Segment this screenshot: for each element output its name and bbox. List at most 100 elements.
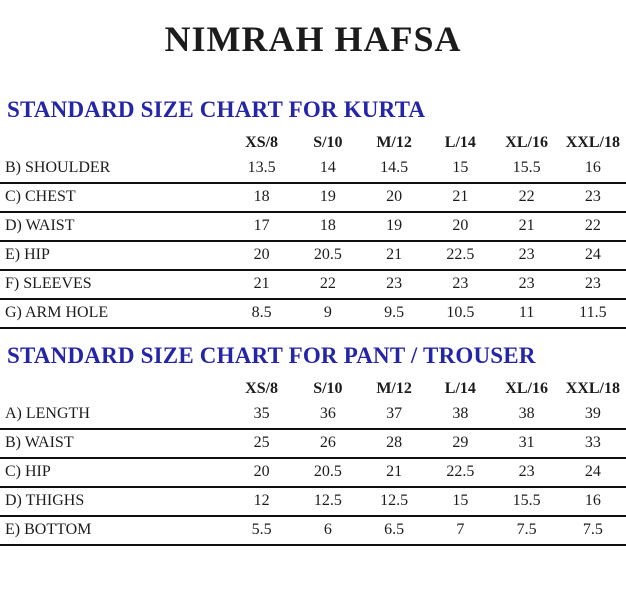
measurement-label: D) WAIST: [5, 217, 75, 234]
measurement-value: 37: [386, 405, 403, 422]
size-column-header: S/10: [313, 380, 343, 397]
measurement-value: 19: [386, 217, 403, 234]
measurement-value: 20.5: [313, 246, 342, 263]
measurement-value: 6.5: [384, 521, 405, 538]
measurement-row: D) WAIST 17 18 19 20 21 22: [0, 212, 626, 241]
kurta-size-table: XS/8 S/10 M/12 L/14 XL/16 XXL/18 B) SHOULDER 13…: [0, 132, 626, 329]
measurement-value: 23: [518, 275, 535, 292]
measurement-value: 12: [253, 492, 270, 509]
measurement-value: 8.5: [251, 304, 272, 321]
kurta-chart-heading: STANDARD SIZE CHART FOR KURTA: [7, 97, 426, 122]
size-column-header: XXL/18: [565, 134, 620, 151]
measurement-value: 17: [253, 217, 270, 234]
measurement-label: E) HIP: [5, 246, 50, 263]
measurement-value: 12.5: [313, 492, 342, 509]
measurement-value: 23: [518, 463, 535, 480]
measurement-value: 16: [584, 159, 601, 176]
measurement-value: 21: [452, 188, 469, 205]
measurement-value: 22.5: [446, 246, 475, 263]
measurement-value: 35: [253, 405, 270, 422]
measurement-value: 39: [584, 405, 601, 422]
measurement-value: 23: [584, 188, 601, 205]
measurement-value: 9: [323, 304, 332, 321]
measurement-value: 24: [584, 246, 601, 263]
size-column-header: M/12: [376, 380, 412, 397]
measurement-value: 19: [319, 188, 336, 205]
measurement-value: 9.5: [384, 304, 405, 321]
measurement-value: 14.5: [380, 159, 409, 176]
measurement-value: 6: [323, 521, 332, 538]
size-header-row: XS/8 S/10 M/12 L/14 XL/16 XXL/18: [0, 132, 626, 155]
measurement-value: 18: [253, 188, 270, 205]
measurement-value: 22: [584, 217, 601, 234]
size-chart-document: NIMRAH HAFSA STANDARD SIZE CHART FOR KUR…: [0, 18, 626, 608]
measurement-label: B) WAIST: [5, 434, 74, 451]
measurement-value: 38: [452, 405, 469, 422]
measurement-value: 24: [584, 463, 601, 480]
measurement-label: E) BOTTOM: [5, 521, 92, 538]
size-column-header: XXL/18: [565, 380, 620, 397]
measurement-row: A) LENGTH 35 36 37 38 38 39: [0, 401, 626, 429]
measurement-value: 7: [456, 521, 465, 538]
size-column-header: L/14: [444, 380, 476, 397]
measurement-value: 18: [319, 217, 336, 234]
measurement-value: 7.5: [582, 521, 603, 538]
size-column-header: XL/16: [505, 380, 548, 397]
size-header-row: XS/8 S/10 M/12 L/14 XL/16 XXL/18: [0, 378, 626, 401]
measurement-row: C) CHEST 18 19 20 21 22 23: [0, 183, 626, 212]
pant-size-table: XS/8 S/10 M/12 L/14 XL/16 XXL/18 A) LENGTH 35 36…: [0, 378, 626, 546]
measurement-value: 21: [386, 463, 403, 480]
measurement-label: B) SHOULDER: [5, 159, 111, 176]
measurement-value: 7.5: [516, 521, 537, 538]
measurement-value: 25: [253, 434, 270, 451]
measurement-value: 15: [452, 159, 469, 176]
measurement-value: 23: [386, 275, 403, 292]
corner-cell: [0, 378, 228, 401]
measurement-value: 10.5: [446, 304, 475, 321]
measurement-value: 23: [518, 246, 535, 263]
measurement-label: C) HIP: [5, 463, 51, 480]
corner-cell: [0, 132, 228, 155]
measurement-value: 20: [253, 463, 270, 480]
measurement-label: A) LENGTH: [5, 405, 90, 422]
measurement-value: 38: [518, 405, 535, 422]
measurement-label: F) SLEEVES: [5, 275, 92, 292]
measurement-value: 23: [452, 275, 469, 292]
measurement-value: 15.5: [512, 159, 541, 176]
measurement-label: D) THIGHS: [5, 492, 85, 509]
measurement-value: 20.5: [313, 463, 342, 480]
measurement-value: 26: [319, 434, 336, 451]
measurement-value: 5.5: [251, 521, 272, 538]
measurement-value: 28: [386, 434, 403, 451]
measurement-value: 22.5: [446, 463, 475, 480]
measurement-value: 16: [584, 492, 601, 509]
measurement-label: G) ARM HOLE: [5, 304, 109, 321]
measurement-row: C) HIP 20 20.5 21 22.5 23 24: [0, 458, 626, 487]
measurement-row: B) SHOULDER 13.5 14 14.5 15 15.5 16: [0, 155, 626, 183]
size-column-header: XS/8: [245, 134, 279, 151]
measurement-value: 21: [253, 275, 270, 292]
size-column-header: XL/16: [505, 134, 548, 151]
measurement-value: 21: [518, 217, 535, 234]
measurement-row: D) THIGHS 12 12.5 12.5 15 15.5 16: [0, 487, 626, 516]
measurement-value: 20: [386, 188, 403, 205]
measurement-value: 33: [584, 434, 601, 451]
measurement-row: E) HIP 20 20.5 21 22.5 23 24: [0, 241, 626, 270]
size-column-header: S/10: [313, 134, 343, 151]
size-column-header: XS/8: [245, 380, 279, 397]
measurement-value: 22: [518, 188, 535, 205]
measurement-value: 11.5: [579, 304, 607, 321]
pant-chart-heading: STANDARD SIZE CHART FOR PANT / TROUSER: [7, 343, 536, 368]
measurement-row: E) BOTTOM 5.5 6 6.5 7 7.5 7.5: [0, 516, 626, 545]
measurement-row: G) ARM HOLE 8.5 9 9.5 10.5 11 11.5: [0, 299, 626, 328]
measurement-value: 12.5: [380, 492, 409, 509]
measurement-value: 22: [319, 275, 336, 292]
measurement-value: 21: [386, 246, 403, 263]
measurement-value: 15: [452, 492, 469, 509]
measurement-value: 31: [518, 434, 535, 451]
measurement-label: C) CHEST: [5, 188, 76, 205]
measurement-value: 13.5: [247, 159, 276, 176]
size-column-header: M/12: [376, 134, 412, 151]
measurement-value: 14: [319, 159, 336, 176]
measurement-value: 23: [584, 275, 601, 292]
